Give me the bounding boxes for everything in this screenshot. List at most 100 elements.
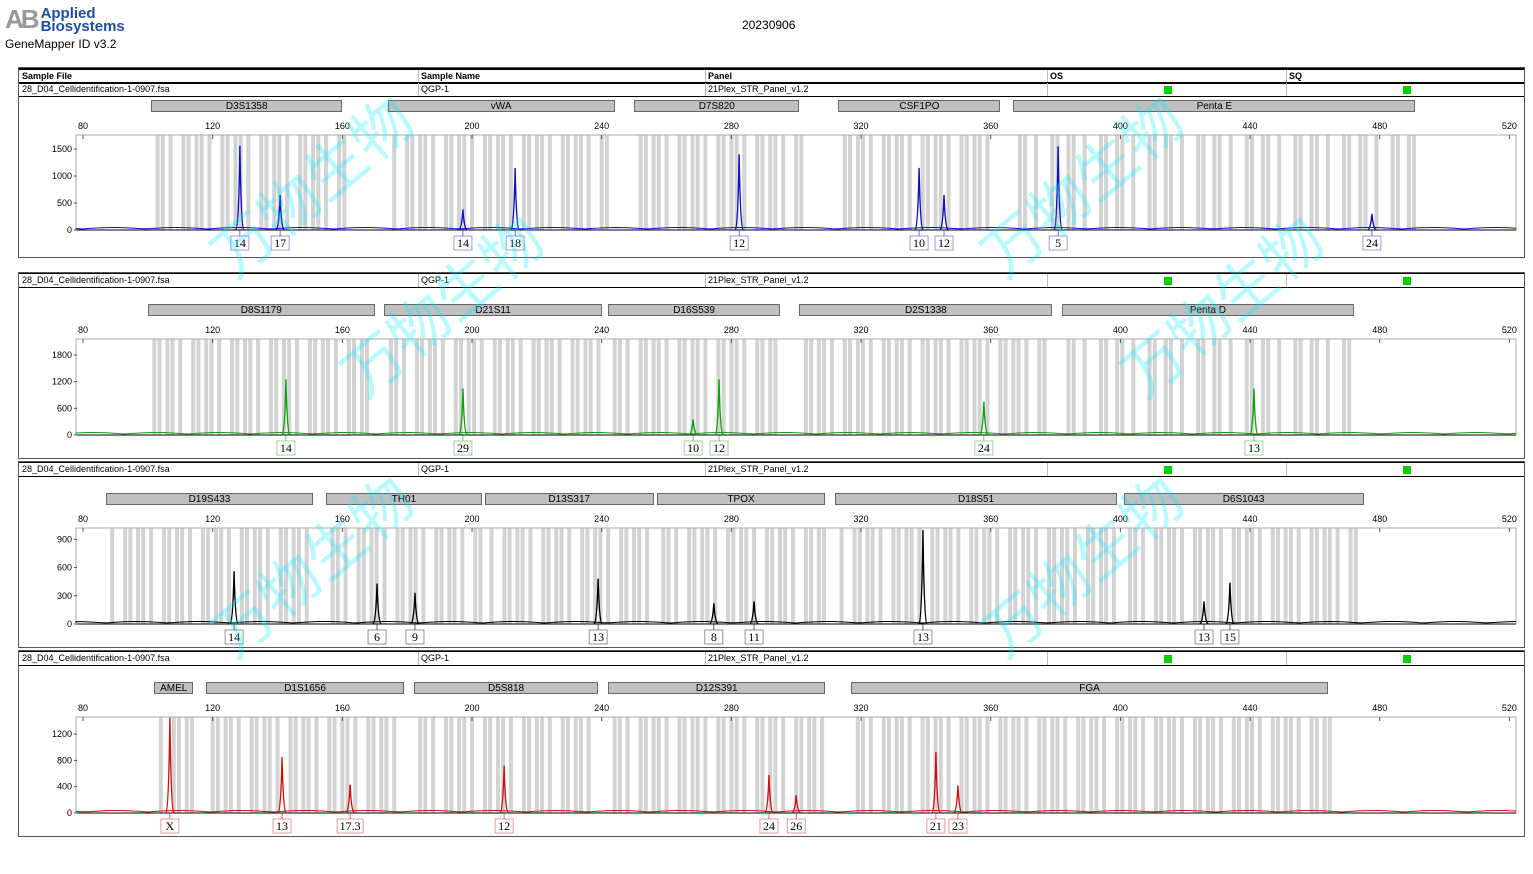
marker-D8S1179[interactable]: D8S1179 xyxy=(147,304,375,316)
column-divider xyxy=(1047,70,1048,83)
allele-bin xyxy=(1115,135,1120,230)
marker-D19S433[interactable]: D19S433 xyxy=(105,493,314,505)
allele-call-box[interactable] xyxy=(1220,629,1240,645)
allele-call-box[interactable] xyxy=(453,235,473,251)
allele-call-box[interactable] xyxy=(272,818,292,834)
allele-call-box[interactable] xyxy=(494,818,514,834)
sq-quality-flag xyxy=(1403,655,1411,663)
allele-bin xyxy=(1217,339,1222,435)
allele-call-box[interactable] xyxy=(336,818,364,834)
allele-call-box[interactable] xyxy=(683,440,703,456)
allele-bin xyxy=(187,528,192,624)
allele-call-box[interactable] xyxy=(709,440,729,456)
allele-bin xyxy=(703,717,708,813)
allele-bin xyxy=(136,528,141,624)
x-tick-label: 160 xyxy=(335,514,350,524)
allele-bin xyxy=(200,528,205,624)
marker-D1S1656[interactable]: D1S1656 xyxy=(206,682,404,694)
x-tick-label: 440 xyxy=(1243,121,1258,131)
allele-bin xyxy=(540,135,545,230)
allele-call-box[interactable] xyxy=(974,440,994,456)
os-quality-flag xyxy=(1164,86,1172,94)
panel: 21Plex_STR_Panel_v1.2 xyxy=(708,464,809,474)
allele-bin xyxy=(215,717,220,813)
x-tick-label: 480 xyxy=(1372,121,1387,131)
allele-call-box[interactable] xyxy=(405,629,425,645)
allele-bin xyxy=(413,528,418,624)
allele-bin xyxy=(1283,717,1288,813)
allele-call-box[interactable] xyxy=(588,629,608,645)
allele-call-box[interactable] xyxy=(1194,629,1214,645)
allele-bin xyxy=(541,528,546,624)
allele-bin xyxy=(625,339,630,435)
allele-call-box[interactable] xyxy=(453,440,473,456)
y-tick-label: 400 xyxy=(57,782,72,792)
allele-bin xyxy=(1055,717,1060,813)
allele-call-box[interactable] xyxy=(786,818,806,834)
allele-bin xyxy=(278,528,283,624)
marker-D16S539[interactable]: D16S539 xyxy=(608,304,780,316)
marker-Penta-D[interactable]: Penta D xyxy=(1062,304,1354,316)
allele-call-box[interactable] xyxy=(934,235,954,251)
x-tick-label: 320 xyxy=(854,121,869,131)
marker-AMEL[interactable]: AMEL xyxy=(154,682,194,694)
allele-bin xyxy=(1261,339,1266,435)
allele-call-box[interactable] xyxy=(1362,235,1382,251)
marker-D2S1338[interactable]: D2S1338 xyxy=(799,304,1053,316)
marker-D7S820[interactable]: D7S820 xyxy=(634,100,800,112)
marker-TPOX[interactable]: TPOX xyxy=(656,493,826,505)
allele-call-label: 12 xyxy=(938,236,950,250)
allele-bin xyxy=(1179,339,1184,435)
allele-bin xyxy=(1347,339,1352,435)
allele-bin xyxy=(466,339,471,435)
allele-call-box[interactable] xyxy=(224,629,244,645)
x-tick-label: 360 xyxy=(983,703,998,713)
allele-call-box[interactable] xyxy=(276,440,296,456)
allele-call-box[interactable] xyxy=(704,629,724,645)
marker-Penta-E[interactable]: Penta E xyxy=(1013,100,1416,112)
allele-bin xyxy=(488,135,493,230)
allele-call-box[interactable] xyxy=(1244,440,1264,456)
marker-FGA[interactable]: FGA xyxy=(851,682,1328,694)
sample-file: 28_D04_Cellidentification-1-0907.fsa xyxy=(22,653,170,663)
allele-bin xyxy=(643,717,648,813)
allele-call-box[interactable] xyxy=(744,629,764,645)
marker-D12S391[interactable]: D12S391 xyxy=(608,682,826,694)
allele-call-box[interactable] xyxy=(230,235,250,251)
allele-bin xyxy=(1042,339,1047,435)
peak-10 xyxy=(914,167,924,231)
marker-D5S818[interactable]: D5S818 xyxy=(413,682,599,694)
allele-bin xyxy=(1168,135,1173,230)
allele-call-box[interactable] xyxy=(948,818,968,834)
allele-call-box[interactable] xyxy=(909,235,929,251)
marker-D13S317[interactable]: D13S317 xyxy=(484,493,654,505)
allele-call-box[interactable] xyxy=(270,235,290,251)
marker-D18S51[interactable]: D18S51 xyxy=(835,493,1118,505)
allele-call-box[interactable] xyxy=(729,235,749,251)
allele-bin xyxy=(632,528,637,624)
allele-bin xyxy=(343,528,348,624)
marker-vWA[interactable]: vWA xyxy=(387,100,615,112)
marker-CSF1PO[interactable]: CSF1PO xyxy=(838,100,1001,112)
allele-bin xyxy=(812,717,817,813)
x-tick-label: 280 xyxy=(724,703,739,713)
allele-bin xyxy=(972,135,977,230)
marker-D6S1043[interactable]: D6S1043 xyxy=(1123,493,1364,505)
sample-file: 28_D04_Cellidentification-1-0907.fsa xyxy=(22,84,170,94)
marker-D3S1358[interactable]: D3S1358 xyxy=(151,100,343,112)
marker-D21S11[interactable]: D21S11 xyxy=(384,304,602,316)
allele-bin xyxy=(755,717,760,813)
allele-call-box[interactable] xyxy=(926,818,946,834)
allele-call-box[interactable] xyxy=(160,818,180,834)
allele-call-box[interactable] xyxy=(913,629,933,645)
allele-bin xyxy=(473,528,478,624)
allele-bin xyxy=(248,339,253,435)
allele-call-box[interactable] xyxy=(367,629,387,645)
allele-bin xyxy=(604,135,609,230)
allele-bin xyxy=(816,528,821,624)
allele-bin xyxy=(768,339,773,435)
allele-call-box[interactable] xyxy=(505,235,525,251)
allele-call-box[interactable] xyxy=(759,818,779,834)
marker-TH01[interactable]: TH01 xyxy=(326,493,482,505)
allele-call-box[interactable] xyxy=(1048,235,1068,251)
